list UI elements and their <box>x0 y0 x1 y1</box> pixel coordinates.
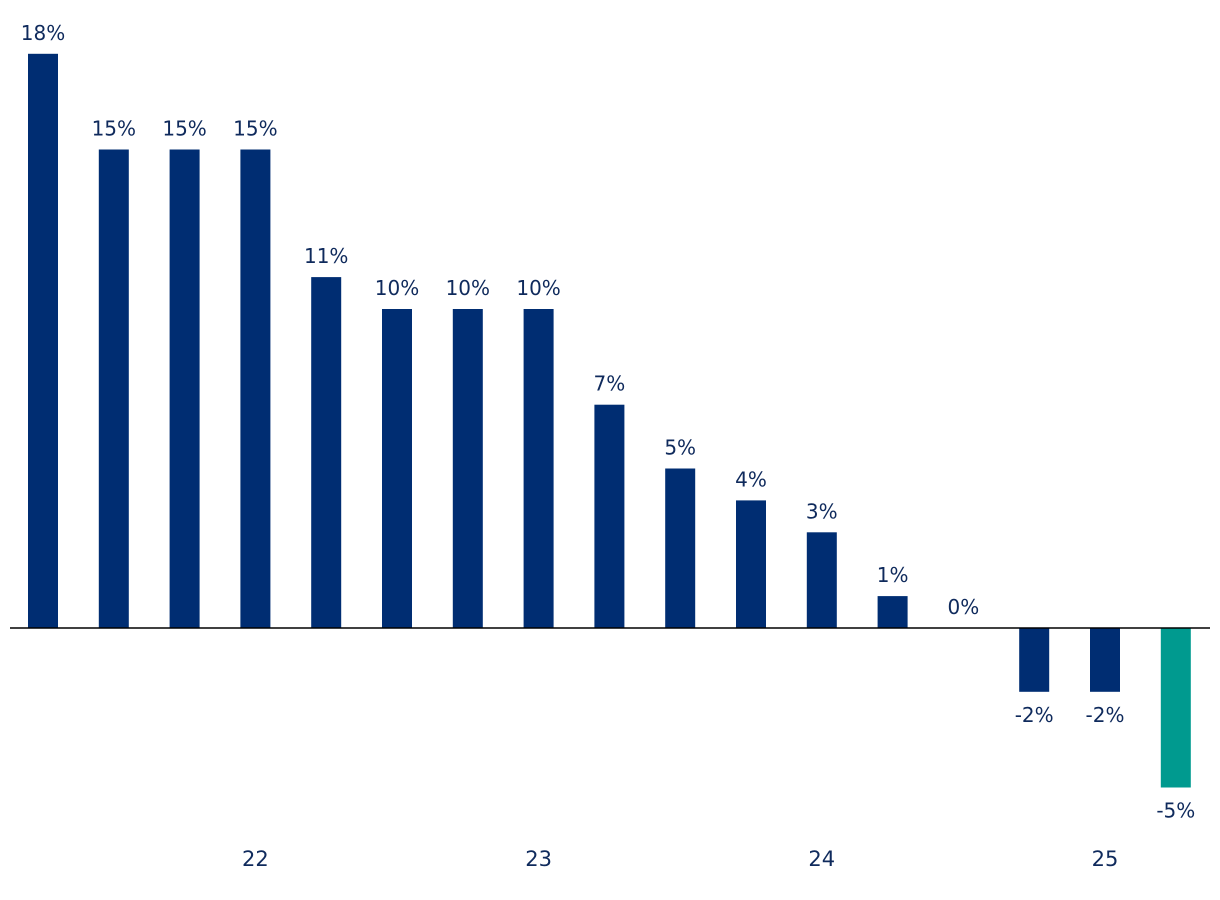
bars-layer <box>28 53 1191 788</box>
value-label-0: 18% <box>21 21 65 45</box>
x-tick-label-25: 25 <box>1092 847 1119 871</box>
value-label-2: 15% <box>162 117 206 141</box>
bar-8 <box>594 404 625 628</box>
value-label-9: 5% <box>664 436 696 460</box>
value-labels-layer: 18% 15% 15% 15% 11% 10% 10% 10% 7% 5% 4% 3% 1% 0% -2% -… <box>21 21 1196 823</box>
value-label-13: 0% <box>948 595 980 619</box>
x-tick-label-23: 23 <box>525 847 552 871</box>
value-label-5: 10% <box>375 276 419 300</box>
bar-16 <box>1160 628 1191 788</box>
x-tick-labels-layer: 22 23 24 25 <box>242 847 1118 871</box>
bar-3 <box>240 149 271 628</box>
bar-12 <box>877 596 908 628</box>
value-label-7: 10% <box>516 276 560 300</box>
value-label-1: 15% <box>92 117 136 141</box>
value-label-15: -2% <box>1086 703 1125 727</box>
bar-11 <box>806 532 837 628</box>
bar-1 <box>98 149 129 628</box>
bar-9 <box>665 468 696 628</box>
bar-0 <box>28 53 58 629</box>
bar-14 <box>1019 628 1050 692</box>
value-label-8: 7% <box>594 372 626 396</box>
value-label-16: -5% <box>1156 799 1195 823</box>
value-label-3: 15% <box>233 117 277 141</box>
value-label-12: 1% <box>877 563 909 587</box>
bar-2 <box>169 149 200 628</box>
bar-5 <box>382 309 412 628</box>
value-label-10: 4% <box>735 467 767 491</box>
value-label-6: 10% <box>446 276 490 300</box>
bar-15 <box>1090 628 1120 692</box>
bar-7 <box>523 309 554 628</box>
x-tick-label-22: 22 <box>242 847 269 871</box>
value-label-4: 11% <box>304 244 348 268</box>
x-tick-label-24: 24 <box>808 847 835 871</box>
bar-10 <box>736 500 766 628</box>
bar-4 <box>311 277 342 628</box>
value-label-14: -2% <box>1015 703 1054 727</box>
bar-6 <box>452 309 483 628</box>
value-label-11: 3% <box>806 499 838 523</box>
